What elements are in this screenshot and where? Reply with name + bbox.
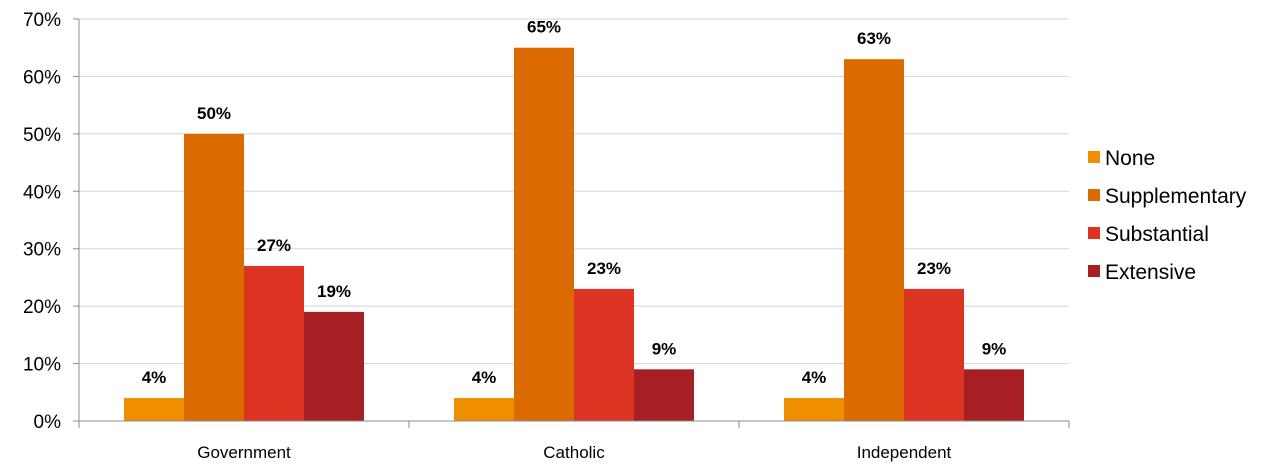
- axis-layer: 0% 10% 20% 30% 40% 50% 60% 70% Government Catholi…: [23, 10, 1070, 462]
- bar-none-government: [124, 398, 184, 421]
- legend-swatch: [1088, 151, 1100, 163]
- legend-swatch: [1088, 189, 1100, 201]
- y-tick-label: 60%: [23, 67, 61, 88]
- legend-label: Substantial: [1105, 223, 1209, 246]
- bar-none-independent: [784, 398, 844, 421]
- bars-layer: [124, 47, 1024, 421]
- legend-swatch: [1088, 265, 1100, 277]
- bar-substantial-catholic: [574, 288, 634, 421]
- data-label: 23%: [587, 259, 621, 278]
- bar-extensive-catholic: [634, 369, 694, 421]
- y-tick-label: 30%: [23, 240, 61, 261]
- bar-extensive-independent: [964, 369, 1024, 421]
- legend-swatch: [1088, 227, 1100, 239]
- data-label: 50%: [197, 104, 231, 123]
- data-label: 63%: [857, 29, 891, 48]
- data-label: 27%: [257, 236, 291, 255]
- y-tick-label: 0%: [34, 412, 62, 433]
- x-tick-label: Government: [197, 443, 291, 462]
- data-label: 19%: [317, 282, 351, 301]
- legend-label: None: [1105, 147, 1155, 170]
- y-tick-label: 70%: [23, 10, 61, 31]
- data-label: 4%: [142, 368, 167, 387]
- data-label: 9%: [652, 339, 677, 358]
- bar-extensive-government: [304, 311, 364, 421]
- bar-substantial-government: [244, 265, 304, 421]
- bar-none-catholic: [454, 398, 514, 421]
- legend: None Supplementary Substantial Extensive: [1088, 147, 1247, 284]
- x-tick-label: Independent: [857, 443, 952, 462]
- legend-label: Supplementary: [1105, 185, 1247, 208]
- y-tick-label: 40%: [23, 182, 61, 203]
- labels-layer: 4% 50% 27% 19% 4% 65% 23% 9% 4% 63% 23% 9%: [142, 18, 1007, 387]
- bar-supplementary-catholic: [514, 47, 574, 421]
- x-tick-label: Catholic: [543, 443, 605, 462]
- bar-substantial-independent: [904, 288, 964, 421]
- y-tick-label: 10%: [23, 355, 61, 376]
- legend-label: Extensive: [1105, 261, 1196, 284]
- data-label: 9%: [982, 339, 1007, 358]
- y-tick-label: 50%: [23, 125, 61, 146]
- bar-supplementary-government: [184, 133, 244, 421]
- data-label: 65%: [527, 18, 561, 37]
- data-label: 23%: [917, 259, 951, 278]
- y-tick-label: 20%: [23, 297, 61, 318]
- data-label: 4%: [802, 368, 827, 387]
- data-label: 4%: [472, 368, 497, 387]
- bar-supplementary-independent: [844, 59, 904, 421]
